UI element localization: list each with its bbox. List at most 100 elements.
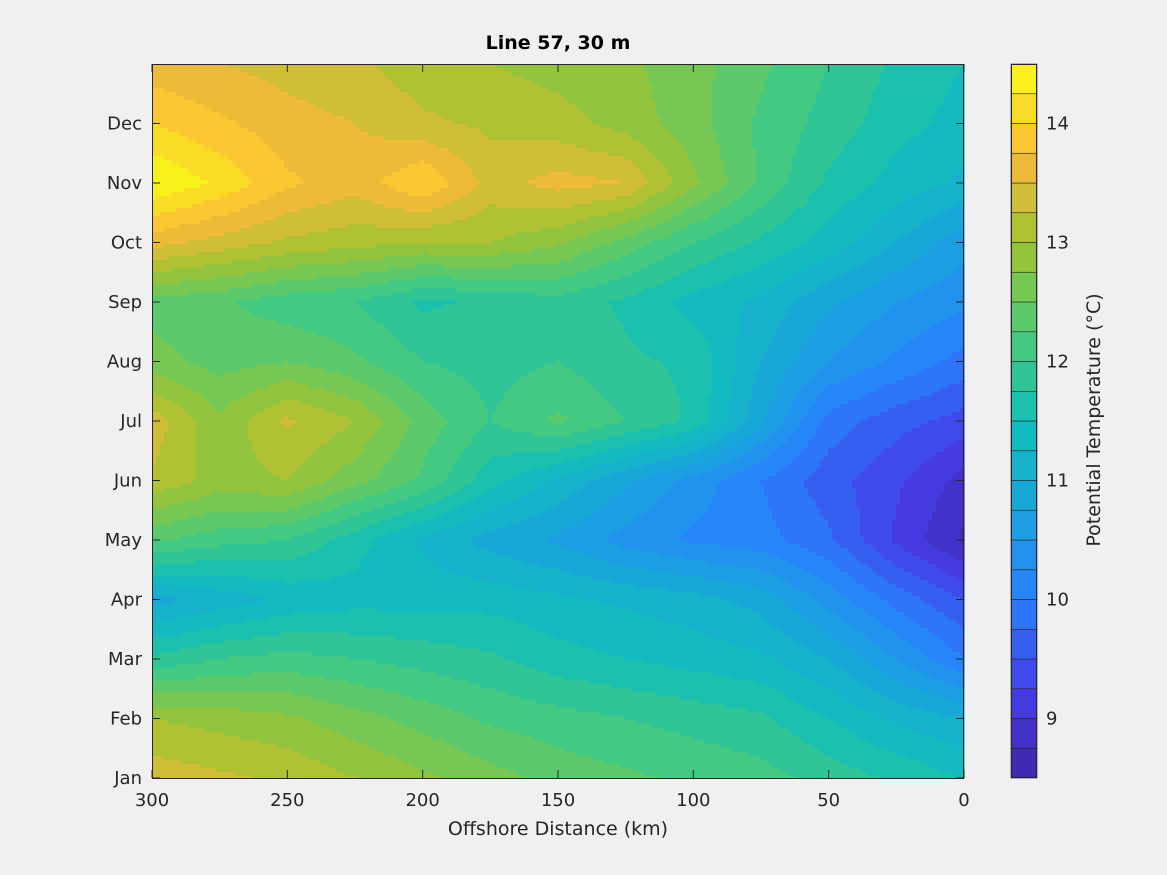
contour-cell [564, 528, 621, 533]
contour-cell [600, 476, 645, 481]
contour-cell [924, 252, 965, 257]
contour-cell [700, 448, 725, 453]
contour-cell [752, 212, 793, 217]
contour-cell [796, 300, 841, 305]
contour-cell [556, 704, 725, 709]
contour-cell [756, 172, 789, 177]
contour-cell [800, 296, 849, 301]
contour-cell [428, 452, 461, 457]
contour-cell [232, 160, 285, 165]
contour-cell [360, 128, 481, 133]
contour-cell [152, 164, 181, 169]
contour-cell [432, 736, 533, 741]
contour-cell [496, 764, 621, 769]
contour-cell [848, 672, 885, 677]
contour-cell [308, 552, 369, 557]
contour-cell [164, 440, 197, 445]
contour-cell [816, 624, 853, 629]
contour-cell [556, 504, 605, 509]
contour-cell [864, 540, 893, 545]
contour-cell [860, 192, 921, 197]
contour-cell [932, 456, 965, 461]
contour-cell [164, 436, 197, 441]
contour-cell [788, 580, 825, 585]
contour-cell [656, 192, 685, 197]
contour-cell [688, 668, 793, 673]
contour-cell [472, 536, 549, 541]
contour-cell [420, 160, 425, 165]
contour-cell [756, 152, 797, 157]
contour-cell [716, 484, 765, 489]
contour-cell [956, 700, 965, 705]
contour-cell [648, 196, 677, 201]
contour-cell [440, 776, 525, 779]
contour-cell [516, 772, 645, 777]
contour-cell [384, 420, 413, 425]
contour-cell [696, 176, 729, 181]
contour-cell [840, 724, 901, 729]
contour-cell [756, 148, 797, 153]
contour-cell [776, 720, 837, 725]
contour-cell [908, 684, 957, 689]
contour-cell [152, 380, 177, 385]
contour-cell [388, 396, 425, 401]
contour-cell [532, 588, 669, 593]
contour-cell [736, 428, 757, 433]
contour-cell [336, 432, 377, 437]
contour-cell [948, 88, 965, 93]
contour-cell [912, 572, 949, 577]
contour-cell [864, 328, 929, 333]
contour-cell [580, 252, 629, 257]
contour-cell [712, 80, 765, 85]
contour-cell [484, 464, 549, 469]
contour-cell [152, 328, 305, 333]
contour-cell [284, 188, 397, 193]
contour-cell [808, 116, 865, 121]
contour-cell [304, 716, 389, 721]
contour-cell [724, 448, 753, 453]
contour-cell [548, 172, 573, 177]
contour-cell [704, 632, 785, 637]
contour-cell [356, 568, 445, 573]
contour-cell [780, 532, 833, 537]
contour-cell [152, 112, 221, 117]
contour-cell [712, 380, 733, 385]
contour-cell [364, 684, 481, 689]
contour-cell [840, 348, 901, 353]
contour-cell [172, 584, 513, 589]
contour-cell [896, 240, 941, 245]
contour-cell [920, 760, 965, 765]
contour-cell [900, 544, 933, 549]
contour-cell [368, 552, 425, 557]
contour-cell [484, 208, 625, 213]
contour-cell [816, 328, 865, 333]
contour-cell [212, 148, 273, 153]
contour-cell [388, 280, 609, 285]
contour-cell [944, 488, 965, 493]
contour-cell [772, 64, 829, 69]
contour-cell [152, 280, 181, 285]
contour-cell [616, 316, 689, 321]
contour-cell [248, 424, 285, 429]
contour-cell [152, 524, 157, 529]
contour-cell [856, 500, 901, 505]
contour-cell [380, 472, 421, 477]
colorbar-tick-label: 12 [1046, 352, 1069, 373]
contour-cell [624, 564, 737, 569]
contour-cell [652, 96, 713, 101]
contour-cell [776, 448, 805, 453]
contour-cell [776, 472, 813, 477]
contour-cell [680, 404, 709, 409]
contour-cell [332, 576, 473, 581]
contour-cell [900, 680, 945, 685]
contour-cell [820, 712, 877, 717]
contour-cell [872, 568, 905, 573]
contour-cell [812, 332, 861, 337]
contour-cell [768, 72, 825, 77]
contour-cell [804, 124, 861, 129]
contour-cell [320, 444, 365, 449]
contour-cell [388, 532, 433, 537]
contour-cell [152, 292, 189, 297]
contour-cell [220, 544, 325, 549]
